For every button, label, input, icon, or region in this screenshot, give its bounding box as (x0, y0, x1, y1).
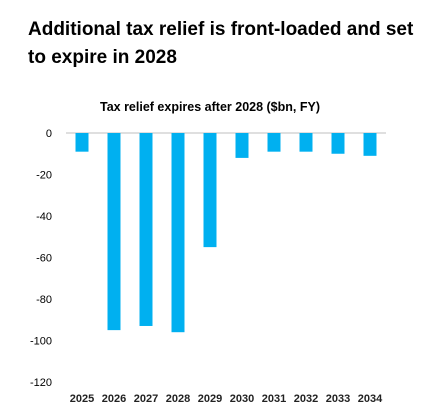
x-tick-label: 2032 (294, 393, 318, 405)
bar-2033 (331, 133, 345, 154)
chart-title: Tax relief expires after 2028 ($bn, FY) (99, 100, 320, 114)
bar-2027 (139, 133, 153, 326)
bar-2028 (171, 133, 185, 333)
bar-2034 (363, 133, 377, 156)
bar-2026 (107, 133, 121, 331)
bar-2031 (267, 133, 281, 152)
y-tick-label: -100 (30, 336, 52, 348)
y-tick-label: -20 (36, 170, 52, 182)
bar-2032 (299, 133, 313, 152)
x-tick-label: 2028 (166, 393, 190, 405)
y-tick-label: -120 (30, 377, 52, 389)
bar-2030 (235, 133, 249, 158)
x-tick-label: 2030 (230, 393, 254, 405)
bar-2025 (75, 133, 89, 152)
x-tick-label: 2026 (102, 393, 126, 405)
x-tick-label: 2031 (262, 393, 286, 405)
bar-2029 (203, 133, 217, 248)
x-tick-label: 2034 (358, 393, 383, 405)
y-tick-label: -80 (36, 294, 52, 306)
y-tick-label: -40 (36, 211, 52, 223)
x-tick-label: 2027 (134, 393, 158, 405)
x-tick-label: 2033 (326, 393, 350, 405)
y-axis-ticks: 0 -20 -40 -60 -80 -100 -120 (30, 128, 52, 389)
bars (75, 133, 377, 333)
x-tick-label: 2025 (70, 393, 94, 405)
y-tick-label: -60 (36, 253, 52, 265)
page-headline: Additional tax relief is front-loaded an… (28, 19, 414, 68)
x-tick-label: 2029 (198, 393, 222, 405)
x-axis-ticks: 2025 2026 2027 2028 2029 2030 2031 2032 2033 2034 (70, 393, 383, 405)
y-tick-label: 0 (46, 128, 52, 140)
